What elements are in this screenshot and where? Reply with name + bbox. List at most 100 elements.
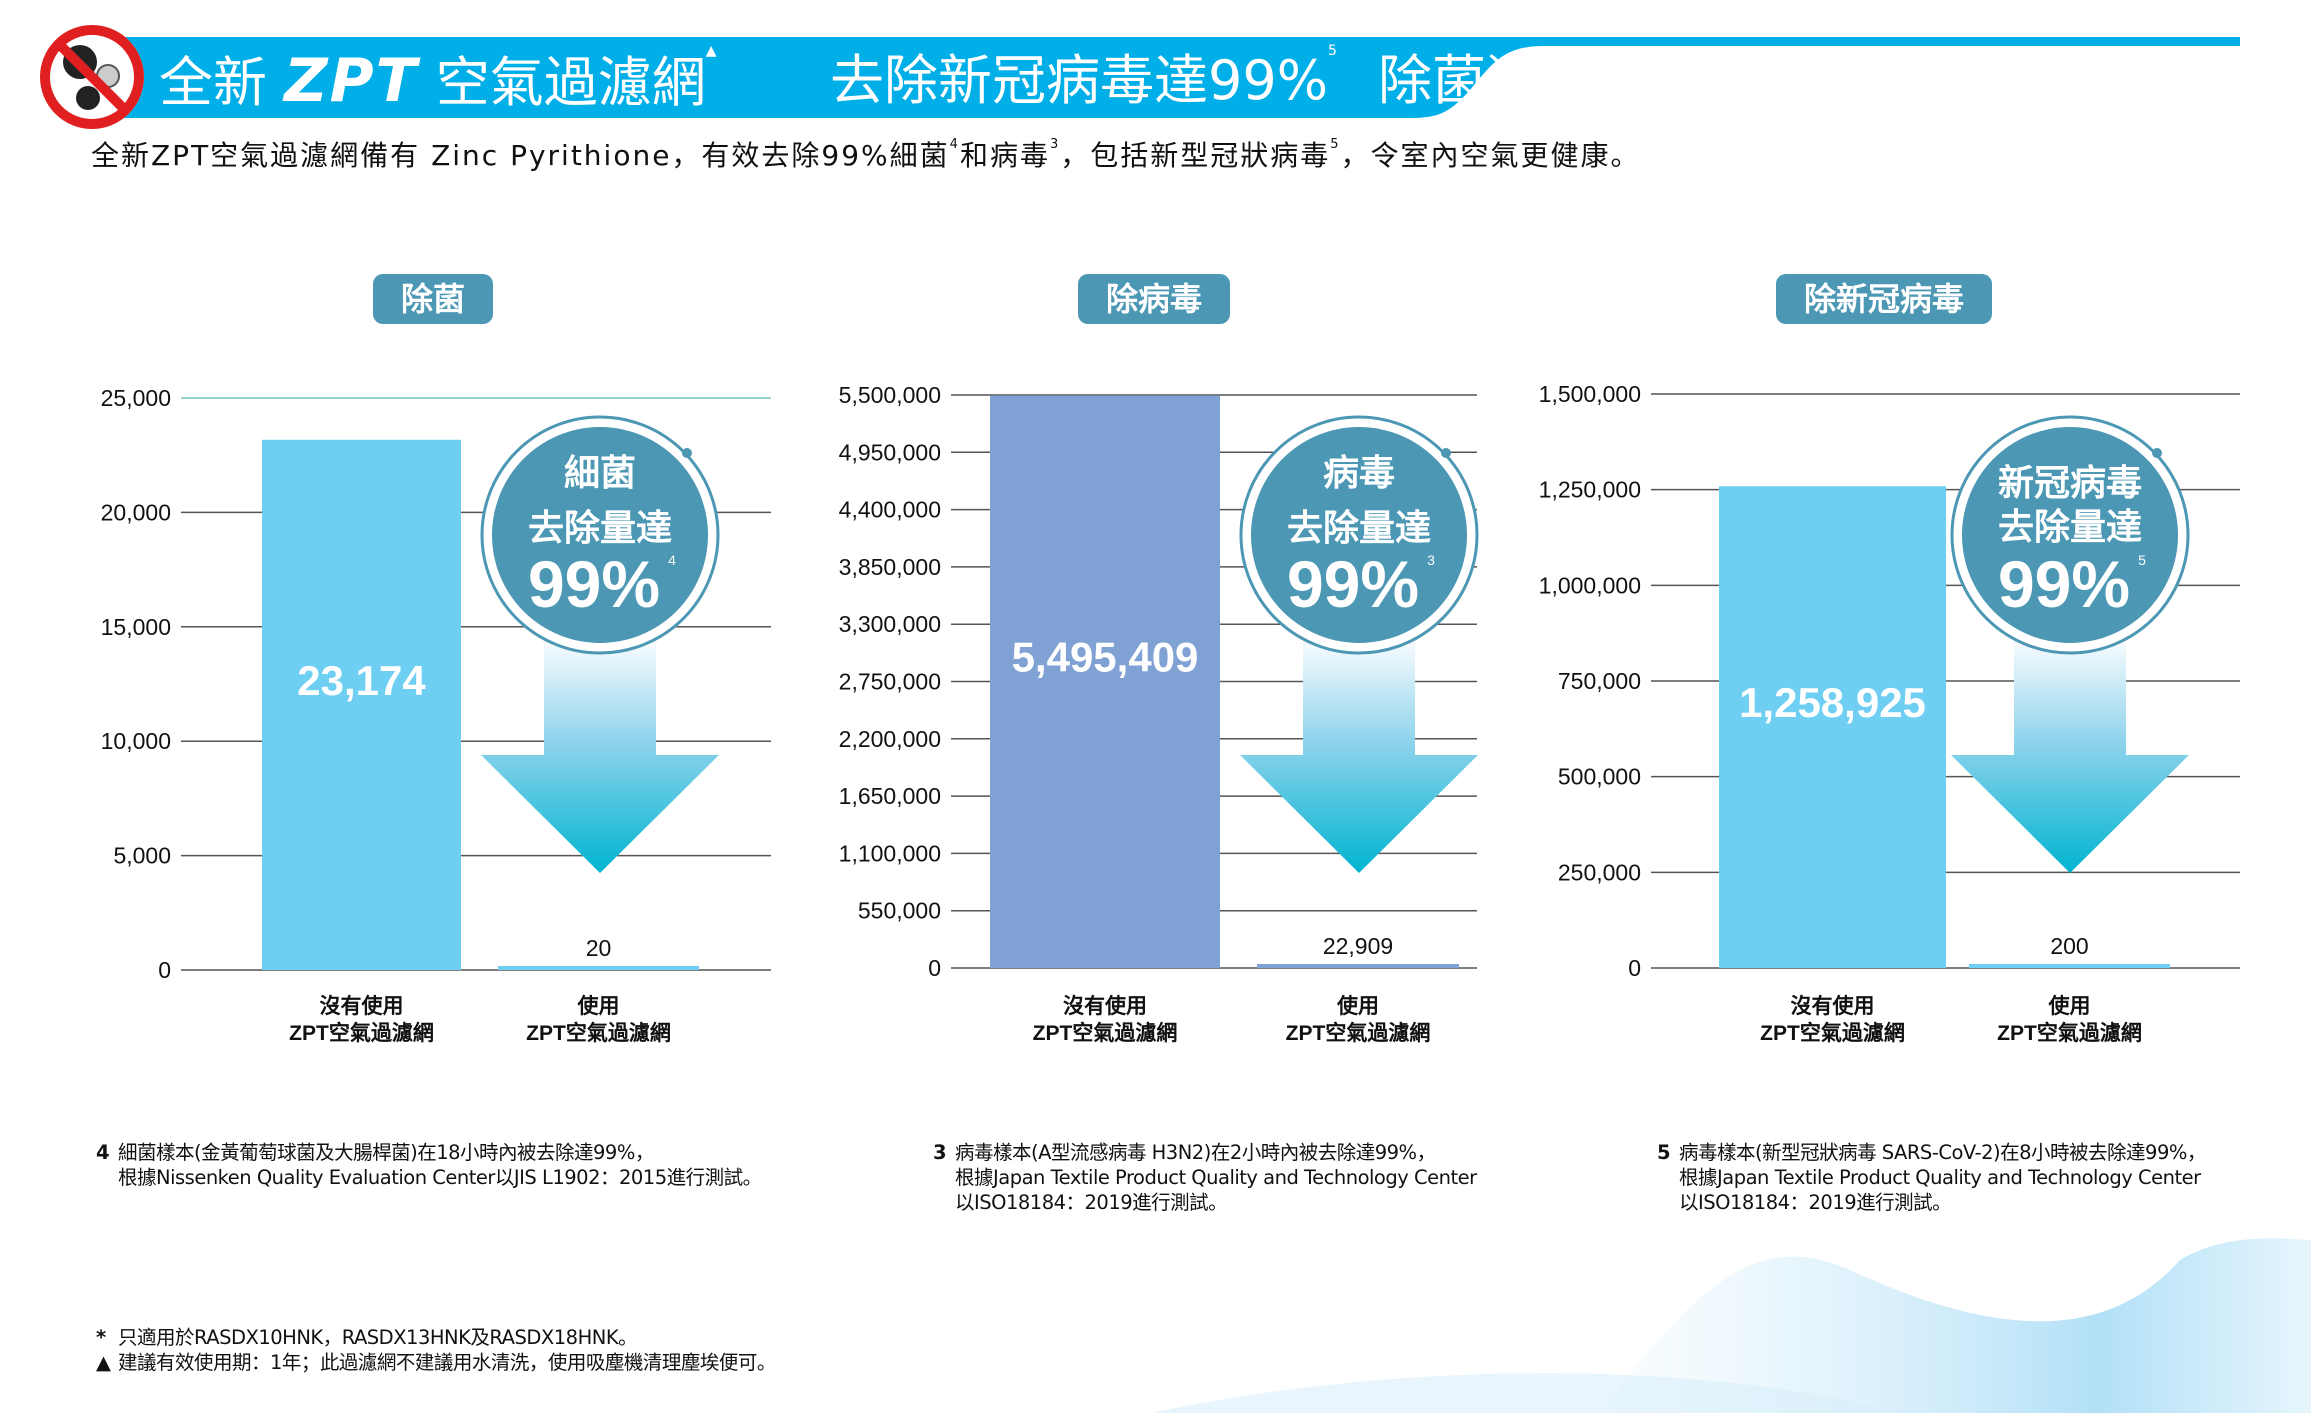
footnote-ref: 4 <box>949 137 960 152</box>
callout-dot <box>1441 448 1451 458</box>
bottom-note-usage: ▲ 建議有效使用期：1年；此過濾網不建議用水清洗，使用吸塵機清理塵埃便可。 <box>96 1350 776 1375</box>
callout-note: 5 <box>2138 552 2146 568</box>
wave-shape <box>1600 1238 2311 1413</box>
y-tick-label: 25,000 <box>101 385 171 411</box>
callout-percent: 99% <box>1998 547 2130 621</box>
callout-circle <box>1251 427 1467 643</box>
y-tick-label: 0 <box>1628 955 1641 981</box>
title-product: 空氣過濾網 <box>435 51 706 114</box>
callout-text: 去除量達 <box>528 507 672 548</box>
callout-note: 4 <box>668 552 676 568</box>
y-tick-label: 550,000 <box>858 898 941 924</box>
footnote-4: 4 細菌樣本(金黃葡萄球菌及大腸桿菌)在18小時內被去除達99%， 根據Niss… <box>96 1140 762 1190</box>
bar <box>1719 486 1946 968</box>
callout-percent: 99% <box>528 547 660 621</box>
y-tick-label: 15,000 <box>101 614 171 640</box>
y-tick-label: 3,850,000 <box>839 554 941 580</box>
callout-subject: 新冠病毒 <box>1998 462 2142 503</box>
footnote-line: 根據Japan Textile Product Quality and Tech… <box>955 1166 1477 1189</box>
chart-title-bacteria: 除菌 <box>372 274 494 324</box>
chart-title-virus: 除病毒 <box>1077 274 1231 324</box>
down-arrow-icon <box>1240 634 1478 873</box>
callout-circle <box>1962 427 2178 643</box>
footnote-line: 以ISO18184：2019進行測試。 <box>1679 1191 1952 1214</box>
down-arrow-icon <box>1951 634 2189 873</box>
bar-value-label: 200 <box>2050 933 2088 959</box>
callout-dot <box>682 448 692 458</box>
bar-value-label: 5,495,409 <box>1012 634 1199 681</box>
x-category-label: 沒有使用 <box>1791 994 1875 1018</box>
callout-note: 3 <box>1427 552 1435 568</box>
x-category-label: ZPT空氣過濾網 <box>526 1021 671 1045</box>
y-tick-label: 2,200,000 <box>839 726 941 752</box>
footnote-line: 病毒樣本(A型流感病毒 H3N2)在2小時內被去除達99%， <box>955 1141 1436 1164</box>
x-category-label: ZPT空氣過濾網 <box>1760 1021 1905 1045</box>
x-category-label: 沒有使用 <box>1063 994 1147 1018</box>
callout-subject: 病毒 <box>1323 452 1395 493</box>
bar <box>1257 964 1459 968</box>
subtitle-text: ，令室內空氣更健康。 <box>1340 139 1641 172</box>
claim-text: 去除新冠病毒達99% <box>830 49 1329 112</box>
y-tick-label: 4,400,000 <box>839 497 941 523</box>
banner-tagline: 除菌潔淨 <box>1378 49 1594 112</box>
title-prefix: 全新 <box>159 51 267 114</box>
bar-value-label: 20 <box>586 935 612 961</box>
no-germs-icon <box>40 25 144 129</box>
footnote-3: 3 病毒樣本(A型流感病毒 H3N2)在2小時內被去除達99%， 根據Japan… <box>933 1140 1477 1215</box>
x-category-label: 沒有使用 <box>320 994 404 1018</box>
x-category-label: ZPT空氣過濾網 <box>1997 1021 2142 1045</box>
y-tick-label: 1,650,000 <box>839 783 941 809</box>
callout-percent: 99% <box>1287 547 1419 621</box>
bottom-note-applicable-models: * 只適用於RASDX10HNK，RASDX13HNK及RASDX18HNK。 <box>96 1325 638 1350</box>
footnote-line: 根據Japan Textile Product Quality and Tech… <box>1679 1166 2201 1189</box>
y-tick-label: 250,000 <box>1558 859 1641 885</box>
callout-text: 去除量達 <box>1287 507 1431 548</box>
bar <box>262 439 461 970</box>
footnote-line: 根據Nissenken Quality Evaluation Center以JI… <box>118 1166 762 1189</box>
y-tick-label: 3,300,000 <box>839 611 941 637</box>
title-mark: ▲ <box>705 43 717 59</box>
callout-subject: 細菌 <box>564 452 636 493</box>
y-tick-label: 2,750,000 <box>839 669 941 695</box>
footnote-ref: 5 <box>1330 137 1341 152</box>
bar <box>1969 964 2170 968</box>
subtitle: 全新ZPT空氣過濾網備有 Zinc Pyrithione，有效去除99%細菌4和… <box>91 134 1641 174</box>
note-text: 建議有效使用期：1年；此過濾網不建議用水清洗，使用吸塵機清理塵埃便可。 <box>118 1351 776 1374</box>
footnote-number: 4 <box>96 1141 110 1164</box>
footnote-5: 5 病毒樣本(新型冠狀病毒 SARS-CoV-2)在8小時被去除達99%， 根據… <box>1657 1140 2206 1215</box>
y-tick-label: 500,000 <box>1558 764 1641 790</box>
bar <box>498 966 699 970</box>
callout-dot <box>2152 448 2162 458</box>
x-category-label: 使用 <box>2048 994 2091 1018</box>
y-tick-label: 5,000 <box>113 843 171 869</box>
y-tick-label: 1,100,000 <box>839 840 941 866</box>
chart-title-covid: 除新冠病毒 <box>1775 274 1993 324</box>
x-category-label: ZPT空氣過濾網 <box>289 1021 434 1045</box>
callout-text: 去除量達 <box>1998 506 2142 547</box>
wave-shape <box>1150 1373 1900 1413</box>
footnote-number: 5 <box>1657 1141 1671 1164</box>
x-category-label: ZPT空氣過濾網 <box>1286 1021 1431 1045</box>
x-category-label: 使用 <box>577 994 620 1018</box>
subtitle-text: 全新ZPT空氣過濾網備有 Zinc Pyrithione，有效去除99%細菌 <box>91 139 950 172</box>
note-mark: * <box>96 1326 106 1349</box>
banner-claim: 去除新冠病毒達99%5 <box>830 44 1337 118</box>
down-arrow-icon <box>481 634 719 873</box>
note-text: 只適用於RASDX10HNK，RASDX13HNK及RASDX18HNK。 <box>118 1326 638 1349</box>
footnote-line: 病毒樣本(新型冠狀病毒 SARS-CoV-2)在8小時被去除達99%， <box>1679 1141 2206 1164</box>
bar-value-label: 22,909 <box>1323 933 1393 959</box>
footnote-line: 細菌樣本(金黃葡萄球菌及大腸桿菌)在18小時內被去除達99%， <box>118 1141 654 1164</box>
note-mark: ▲ <box>96 1351 111 1374</box>
x-category-label: ZPT空氣過濾網 <box>1033 1021 1178 1045</box>
subtitle-text: 和病毒 <box>959 139 1050 172</box>
claim-note: 5 <box>1328 43 1337 59</box>
bar-value-label: 1,258,925 <box>1739 679 1926 726</box>
y-tick-label: 1,250,000 <box>1539 477 1641 503</box>
banner-title: 全新 ZPT 空氣過濾網▲ <box>159 44 717 118</box>
y-tick-label: 1,500,000 <box>1539 381 1641 407</box>
footnote-ref: 3 <box>1049 137 1061 152</box>
banner-shape <box>95 37 2240 118</box>
footnote-line: 以ISO18184：2019進行測試。 <box>955 1191 1228 1214</box>
subtitle-text: ，包括新型冠狀病毒 <box>1060 139 1331 172</box>
